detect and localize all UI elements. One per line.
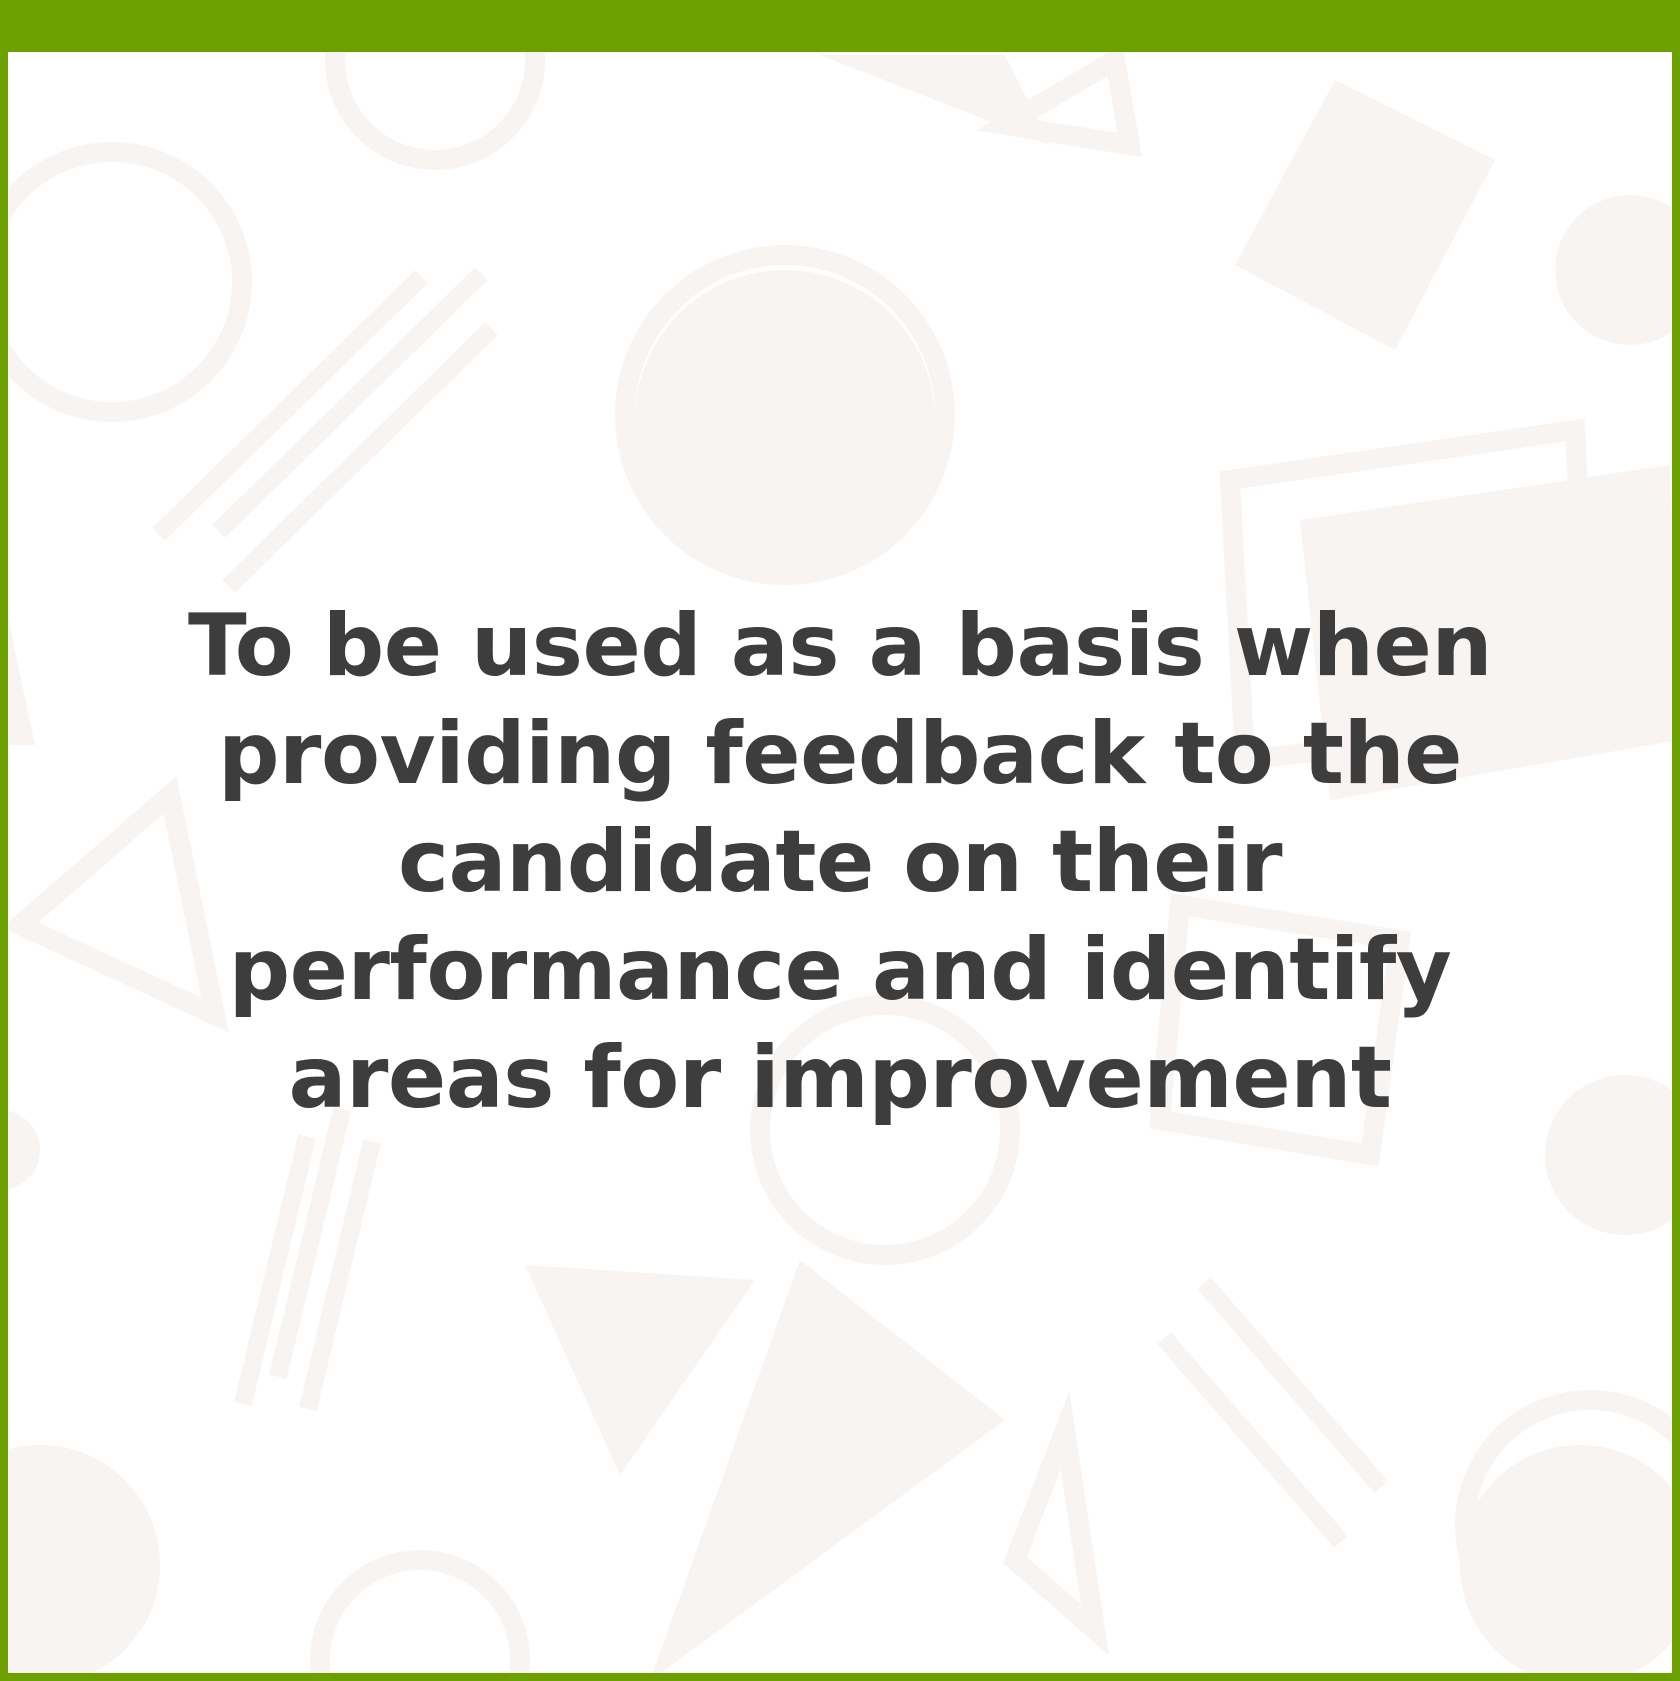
pattern-circle bbox=[635, 270, 935, 570]
pattern-circle bbox=[1545, 1075, 1672, 1235]
pattern-stripe bbox=[1197, 1277, 1388, 1493]
pattern-square bbox=[1235, 80, 1495, 350]
pattern-stripe bbox=[152, 270, 428, 541]
pattern-triangle bbox=[525, 1265, 755, 1475]
pattern-circle bbox=[1460, 1445, 1672, 1673]
pattern-circle-outline bbox=[8, 142, 252, 422]
pattern-stripe bbox=[269, 1107, 351, 1379]
pattern-circle-outline bbox=[1455, 1390, 1672, 1660]
pattern-stripe bbox=[299, 1139, 381, 1411]
pattern-circle-outline bbox=[615, 245, 955, 585]
pattern-triangle-outline bbox=[1003, 1391, 1109, 1656]
pattern-circle bbox=[1555, 195, 1672, 345]
pattern-stripe bbox=[234, 1134, 316, 1406]
pattern-triangle bbox=[8, 617, 35, 745]
pattern-circle-outline bbox=[325, 52, 545, 170]
pattern-circle-outline bbox=[310, 1550, 530, 1673]
pattern-triangle bbox=[652, 1260, 1005, 1673]
pattern-stripe bbox=[222, 322, 498, 593]
pattern-stripe bbox=[212, 267, 488, 538]
card-message: To be used as a basis when providing fee… bbox=[187, 596, 1493, 1128]
pattern-triangle-outline bbox=[976, 52, 1143, 158]
pattern-triangle bbox=[820, 55, 1050, 145]
pattern-stripe bbox=[1157, 1332, 1348, 1548]
pattern-circle bbox=[8, 1110, 40, 1190]
pattern-circle bbox=[8, 1445, 160, 1673]
